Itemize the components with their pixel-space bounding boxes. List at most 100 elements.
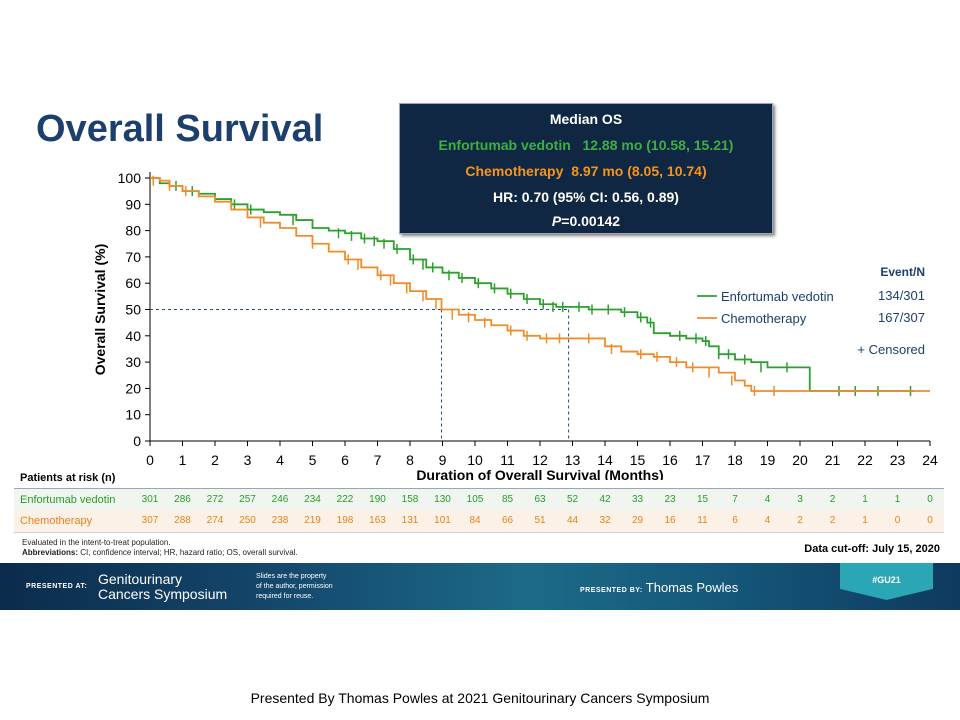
legend-series-label: Chemotherapy: [721, 311, 807, 326]
slides-property-note: Slides are the property of the author, pe…: [256, 572, 333, 602]
data-cutoff: Data cut-off: July 15, 2020: [804, 543, 940, 555]
slides-note-3: required for reuse.: [256, 593, 314, 600]
risk-count: 307: [141, 515, 159, 526]
risk-count: 4: [764, 494, 771, 505]
risk-count: 0: [927, 494, 933, 505]
x-tick-label: 20: [792, 452, 808, 468]
median-hr: HR: 0.70 (95% CI: 0.56, 0.89): [493, 189, 679, 205]
x-tick-label: 12: [532, 452, 548, 468]
p-label: P: [551, 213, 562, 229]
risk-count: 11: [697, 515, 708, 526]
y-tick-label: 60: [125, 275, 141, 291]
y-tick-label: 0: [133, 433, 141, 449]
risk-count: 219: [304, 515, 321, 526]
median-chemo-value: 8.97 mo (8.05, 10.74): [571, 163, 707, 179]
risk-row-ev: Enfortumab vedotin 301 286 272 257 246 234 222 1…: [14, 488, 944, 512]
risk-count: 101: [434, 515, 451, 526]
risk-row-chemo: Chemotherapy 307 288 274 250 238 219 198 163 131 1…: [14, 510, 944, 533]
risk-count: 246: [271, 494, 289, 505]
footnote-abbreviations: Abbreviations: CI, confidence interval; …: [22, 548, 298, 558]
x-tick-label: 13: [565, 452, 581, 468]
chart-legend: Event/N Enfortumab vedotin 134/301 Chemothe…: [697, 265, 925, 357]
footnote-itt: Evaluated in the intent-to-treat populat…: [22, 538, 171, 547]
y-tick-label: 50: [125, 302, 141, 318]
median-ev-label: Enfortumab vedotin: [438, 137, 571, 153]
x-tick-label: 22: [857, 452, 873, 468]
footnote: Evaluated in the intent-to-treat populat…: [22, 538, 298, 558]
risk-count: 16: [664, 515, 676, 526]
median-os-ev: Enfortumab vedotin 12.88 mo (10.58, 15.2…: [400, 137, 772, 153]
risk-count: 33: [631, 494, 644, 505]
x-tick-label: 18: [727, 452, 743, 468]
slides-note-2: of the author, permission: [256, 583, 333, 590]
risk-count: 274: [206, 515, 224, 526]
risk-count: 301: [141, 494, 159, 505]
risk-count: 23: [664, 494, 676, 505]
legend-series-label: Enfortumab vedotin: [721, 289, 834, 304]
risk-row-label: Chemotherapy: [20, 515, 93, 527]
median-chemo-label: Chemotherapy: [465, 163, 564, 179]
median-os-chemo: Chemotherapy 8.97 mo (8.05, 10.74): [400, 163, 772, 179]
legend-events-value: 167/307: [878, 310, 925, 325]
legend-events-header: Event/N: [880, 265, 925, 279]
risk-count: 3: [797, 494, 803, 505]
presented-by-label: PRESENTED BY:: [580, 587, 643, 594]
risk-count: 1: [862, 494, 868, 505]
risk-count: 130: [434, 494, 451, 505]
risk-count: 32: [599, 515, 611, 526]
y-tick-label: 100: [118, 170, 142, 186]
y-tick-label: 20: [125, 380, 141, 396]
x-tick-label: 6: [341, 452, 349, 468]
y-tick-label: 70: [125, 249, 141, 265]
risk-count: 234: [304, 494, 321, 505]
risk-row-label: Enfortumab vedotin: [20, 494, 116, 506]
y-tick-label: 10: [125, 407, 141, 423]
x-tick-label: 9: [439, 452, 447, 468]
x-tick-label: 21: [825, 452, 841, 468]
median-reference-lines: [150, 309, 570, 441]
risk-count: 238: [271, 515, 289, 526]
x-tick-label: 15: [630, 452, 646, 468]
risk-count: 190: [369, 494, 386, 505]
meeting-line1: Genitourinary: [98, 571, 183, 587]
x-tick-label: 14: [597, 452, 613, 468]
y-axis-label: Overall Survival (%): [92, 244, 108, 376]
risk-count: 52: [566, 494, 579, 505]
risk-count: 15: [696, 494, 709, 505]
abbr-text: CI, confidence interval; HR, hazard rati…: [78, 548, 298, 557]
risk-count: 257: [239, 494, 256, 505]
x-tick-label: 23: [890, 452, 906, 468]
median-os-title: Median OS: [549, 111, 623, 127]
x-tick-label: 1: [179, 452, 187, 468]
legend-events-value: 134/301: [878, 288, 925, 303]
risk-count: 1: [894, 494, 901, 505]
survival-curve-ev: [150, 177, 914, 392]
x-tick-label: 19: [760, 452, 776, 468]
risk-count: 42: [599, 494, 611, 505]
risk-count: 250: [239, 515, 256, 526]
legend-censored-label: + Censored: [857, 342, 925, 357]
risk-count: 105: [466, 494, 484, 505]
x-tick-label: 4: [276, 452, 284, 468]
presenter-name: Thomas Powles: [645, 580, 739, 595]
x-tick-label: 5: [309, 452, 317, 468]
risk-count: 1: [862, 515, 868, 526]
risk-count: 288: [174, 515, 191, 526]
risk-count: 2: [829, 515, 836, 526]
risk-count: 163: [369, 515, 386, 526]
risk-table-title: Patients at risk (n): [20, 472, 116, 484]
risk-count: 2: [829, 494, 836, 505]
x-tick-label: 3: [244, 452, 252, 468]
x-tick-label: 16: [662, 452, 678, 468]
risk-count: 131: [401, 515, 419, 526]
risk-count: 44: [566, 515, 579, 526]
hashtag-badge: #GU21: [840, 563, 933, 600]
y-tick-label: 30: [125, 354, 141, 370]
risk-count: 2: [797, 515, 803, 526]
median-p: P=0.00142: [400, 213, 772, 229]
risk-count: 0: [894, 515, 901, 526]
risk-count: 4: [764, 515, 771, 526]
median-ev-value: 12.88 mo (10.58, 15.21): [582, 137, 734, 153]
slide-title: Overall Survival: [36, 108, 324, 150]
